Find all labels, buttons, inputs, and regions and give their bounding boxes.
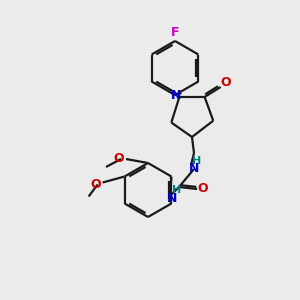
Text: O: O bbox=[114, 152, 124, 164]
Text: H: H bbox=[172, 185, 182, 195]
Text: N: N bbox=[189, 163, 199, 176]
Text: F: F bbox=[171, 26, 179, 40]
Text: N: N bbox=[171, 89, 182, 103]
Text: N: N bbox=[167, 191, 177, 205]
Text: O: O bbox=[90, 178, 101, 191]
Text: H: H bbox=[192, 156, 202, 166]
Text: O: O bbox=[198, 182, 208, 196]
Text: O: O bbox=[220, 76, 231, 89]
